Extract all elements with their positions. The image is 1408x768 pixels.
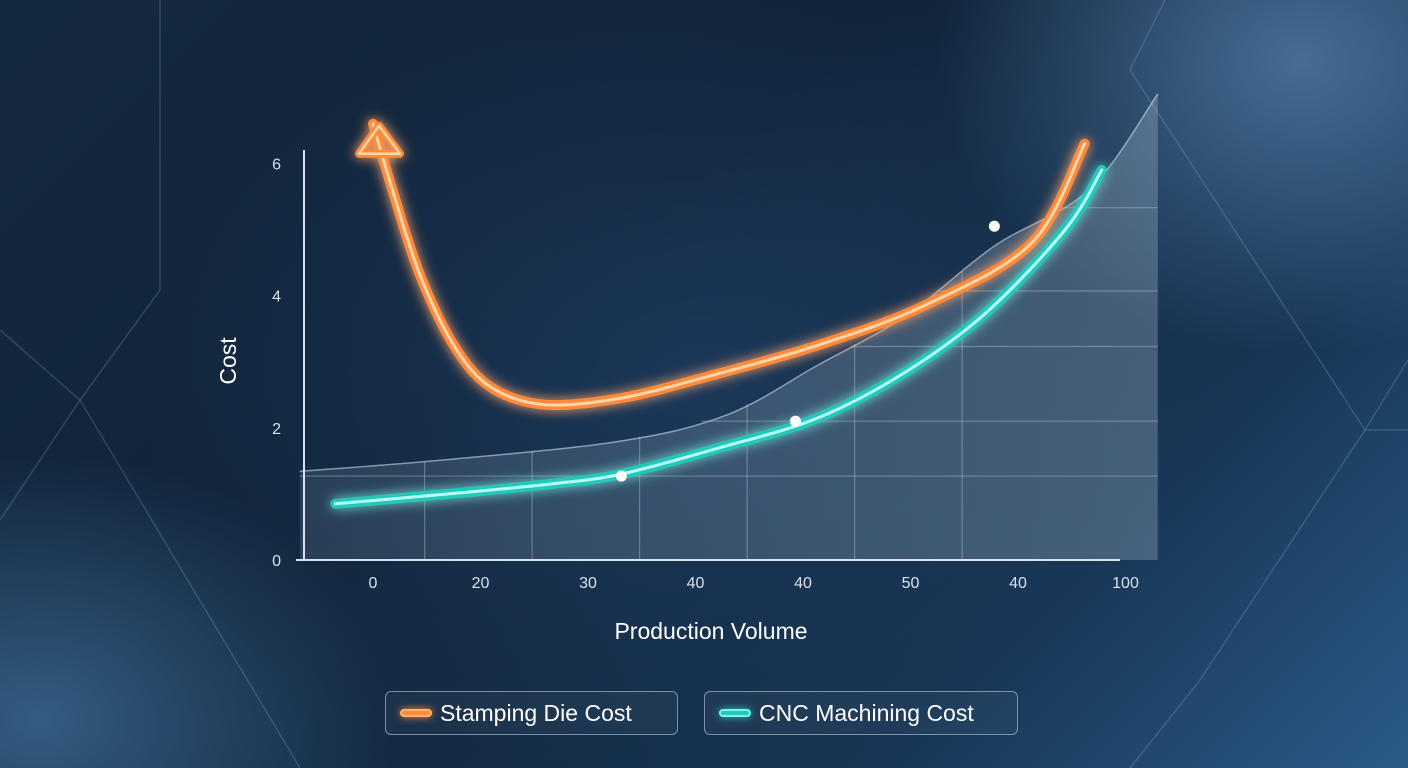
series-cnc-machining-cost bbox=[330, 165, 1107, 509]
stamping-die-swatch bbox=[400, 709, 432, 717]
legend-item-stamping-die-cost: Stamping Die Cost bbox=[385, 691, 678, 735]
cnc-machining-swatch bbox=[719, 709, 751, 717]
series-stamping-die-cost bbox=[355, 118, 1090, 411]
series-layer bbox=[330, 118, 1107, 509]
x-axis-title: Production Volume bbox=[614, 618, 807, 644]
x-tick-label-2: 30 bbox=[579, 575, 597, 592]
x-tick-label-3: 40 bbox=[687, 575, 705, 592]
tick-layer: 0 2 4 6 0 20 30 40 40 50 40 100 bbox=[272, 156, 1139, 592]
highlight-point-1 bbox=[789, 415, 801, 427]
shaded-area bbox=[299, 94, 1158, 560]
x-tick-label-6: 40 bbox=[1009, 575, 1027, 592]
series-arrowhead-core bbox=[357, 124, 402, 155]
shaded-area-layer bbox=[299, 93, 1159, 560]
y-tick-label-0: 0 bbox=[272, 553, 281, 570]
x-tick-label-0: 0 bbox=[369, 575, 378, 592]
x-tick-label-4: 40 bbox=[794, 575, 812, 592]
y-axis-title: Cost bbox=[215, 337, 241, 385]
series-line-core-1 bbox=[333, 168, 1104, 506]
highlight-point-2 bbox=[988, 220, 1000, 232]
series-line-core-0 bbox=[371, 122, 1087, 407]
legend-label-cnc-machining-cost: CNC Machining Cost bbox=[759, 699, 974, 726]
legend-item-cnc-machining-cost: CNC Machining Cost bbox=[704, 691, 1018, 735]
highlight-point-layer bbox=[615, 220, 1000, 482]
x-tick-label-1: 20 bbox=[472, 575, 490, 592]
x-tick-label-7: 100 bbox=[1112, 575, 1139, 592]
legend-label-stamping-die-cost: Stamping Die Cost bbox=[440, 699, 632, 726]
y-tick-label-2: 2 bbox=[272, 421, 281, 438]
y-tick-label-6: 6 bbox=[272, 156, 281, 173]
axis-layer bbox=[296, 150, 1120, 561]
highlight-point-0 bbox=[615, 470, 627, 482]
y-tick-label-4: 4 bbox=[272, 289, 281, 306]
x-tick-label-5: 50 bbox=[902, 575, 920, 592]
